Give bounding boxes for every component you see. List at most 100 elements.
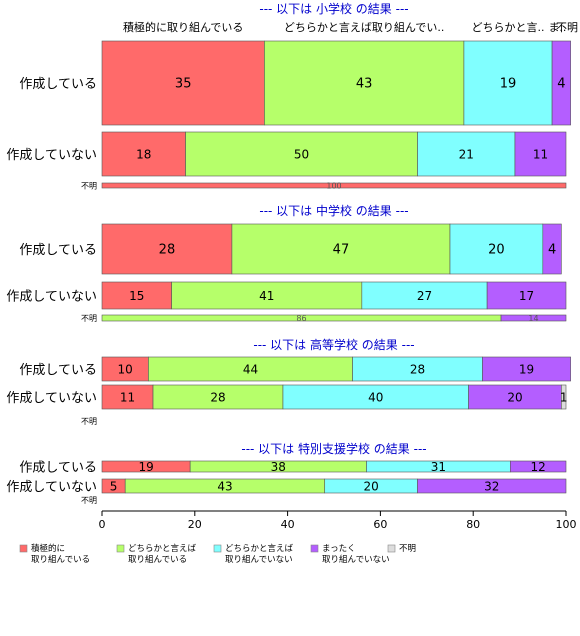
bar-segment bbox=[551, 40, 571, 126]
row-label: 不明 bbox=[81, 496, 97, 505]
bar-value-label: 19 bbox=[519, 363, 534, 377]
top-category-label: ま.. bbox=[548, 21, 566, 34]
bar-value-label: 17 bbox=[519, 289, 534, 303]
row-label: 不明 bbox=[81, 417, 97, 426]
bar-value-label: 18 bbox=[136, 148, 151, 162]
legend-label: どちらかと言えば bbox=[225, 543, 294, 554]
bar-value-label: 11 bbox=[120, 391, 135, 405]
bar-segment bbox=[101, 281, 172, 310]
bar-value-label: 43 bbox=[217, 480, 232, 494]
bar-value-label: 20 bbox=[363, 480, 378, 494]
bar-value-label: 28 bbox=[210, 391, 225, 405]
x-tick-label: 80 bbox=[466, 518, 480, 531]
legend-swatch bbox=[19, 544, 28, 553]
bar-value-label: 44 bbox=[243, 363, 258, 377]
bar-segment bbox=[148, 356, 353, 382]
bar-segment bbox=[482, 356, 571, 382]
row-label: 作成している bbox=[19, 461, 97, 476]
x-axis: 0 20 40 60 80 100 bbox=[99, 510, 577, 531]
legend-label: 取り組んでいない bbox=[322, 554, 390, 565]
row-label: 作成していない bbox=[6, 290, 97, 305]
bar-value-label: 50 bbox=[294, 148, 309, 162]
panel-title: --- 以下は 特別支援学校 の結果 --- bbox=[241, 441, 426, 456]
bar-value-label: 38 bbox=[271, 460, 286, 474]
x-tick-label: 100 bbox=[556, 518, 577, 531]
bar-segment bbox=[510, 460, 567, 473]
legend-swatch bbox=[213, 544, 222, 553]
bar-segment bbox=[561, 384, 567, 410]
bar-value-label: 11 bbox=[533, 148, 548, 162]
legend-label: まったく bbox=[322, 544, 356, 554]
bar-value-label: 5 bbox=[110, 480, 118, 494]
row-label: 作成している bbox=[19, 243, 97, 258]
row-label: 作成していない bbox=[6, 480, 97, 495]
bar-value-label: 31 bbox=[431, 460, 446, 474]
bar-segment bbox=[500, 314, 567, 322]
panel-title: --- 以下は 中学校 の結果 --- bbox=[259, 203, 408, 218]
panel-title: --- 以下は 高等学校 の結果 --- bbox=[253, 337, 414, 352]
row-label: 作成していない bbox=[6, 148, 97, 163]
x-tick-label: 60 bbox=[373, 518, 387, 531]
bar-segment bbox=[101, 131, 186, 177]
top-category-label: 不明 bbox=[556, 21, 578, 34]
bar-segment bbox=[463, 40, 553, 126]
bar-value-label: 14 bbox=[528, 314, 538, 323]
bar-segment bbox=[171, 281, 363, 310]
panel-title: --- 以下は 小学校 の結果 --- bbox=[259, 1, 408, 16]
bar-value-label: 35 bbox=[175, 77, 192, 92]
bar-value-label: 43 bbox=[356, 77, 373, 92]
x-tick-label: 40 bbox=[281, 518, 295, 531]
bar-value-label: 10 bbox=[118, 363, 133, 377]
bar-segment bbox=[264, 40, 465, 126]
legend-swatch bbox=[310, 544, 319, 553]
bar-value-label: 15 bbox=[129, 289, 144, 303]
bar-value-label: 28 bbox=[410, 363, 425, 377]
bar-segment bbox=[486, 281, 567, 310]
bar-value-label: 32 bbox=[484, 480, 499, 494]
bar-segment bbox=[282, 384, 469, 410]
bar-segment bbox=[417, 131, 516, 177]
bar-value-label: 40 bbox=[368, 391, 383, 405]
bar-value-label: 21 bbox=[459, 148, 474, 162]
bar-segment bbox=[152, 384, 284, 410]
bar-segment bbox=[514, 131, 567, 177]
bar-segment bbox=[231, 223, 451, 275]
bar-segment bbox=[101, 40, 265, 126]
bar-segment bbox=[101, 223, 233, 275]
legend-label: 取り組んでいない bbox=[225, 554, 293, 565]
row-label: 不明 bbox=[81, 314, 97, 323]
bar-value-label: 86 bbox=[296, 314, 306, 323]
row-label: 不明 bbox=[81, 182, 97, 191]
legend-label: 取り組んでいる bbox=[128, 554, 187, 565]
legend-label: 不明 bbox=[399, 544, 416, 554]
bar-segment bbox=[185, 131, 418, 177]
top-category-label: どちらかと言.. bbox=[472, 21, 545, 34]
legend-label: 積極的に bbox=[31, 543, 65, 554]
bar-value-label: 100 bbox=[326, 182, 341, 191]
row-label: 作成している bbox=[19, 363, 97, 378]
top-category-label: どちらかと言えば取り組んでい.. bbox=[284, 21, 444, 34]
row-label: 作成している bbox=[19, 77, 97, 92]
bar-value-label: 20 bbox=[488, 243, 505, 258]
bar-segment bbox=[542, 223, 562, 275]
bar-value-label: 12 bbox=[531, 460, 546, 474]
panel-2: --- 以下は 中学校 の結果 --- 作成している 28 47 20 4 作成していない 1… bbox=[6, 203, 567, 323]
bar-value-label: 28 bbox=[159, 243, 176, 258]
bar-value-label: 19 bbox=[138, 460, 153, 474]
legend: 積極的に取り組んでいるどちらかと言えば取り組んでいるどちらかと言えば取り組んでい… bbox=[19, 543, 416, 565]
panel-4: --- 以下は 特別支援学校 の結果 --- 作成している 19 38 31 12 作成して… bbox=[6, 441, 567, 505]
bar-value-label: 47 bbox=[333, 243, 350, 258]
bar-value-label: 1 bbox=[560, 391, 568, 405]
x-tick-label: 0 bbox=[99, 518, 106, 531]
row-label: 作成していない bbox=[6, 391, 97, 406]
legend-label: 取り組んでいる bbox=[31, 554, 90, 565]
bar-segment bbox=[101, 182, 567, 189]
legend-swatch bbox=[116, 544, 125, 553]
top-category-label: 積極的に取り組んでいる bbox=[123, 20, 243, 34]
legend-label: どちらかと言えば bbox=[128, 543, 197, 554]
bar-segment bbox=[101, 356, 149, 382]
bar-segment bbox=[449, 223, 544, 275]
x-tick-label: 20 bbox=[188, 518, 202, 531]
bar-value-label: 20 bbox=[507, 391, 522, 405]
